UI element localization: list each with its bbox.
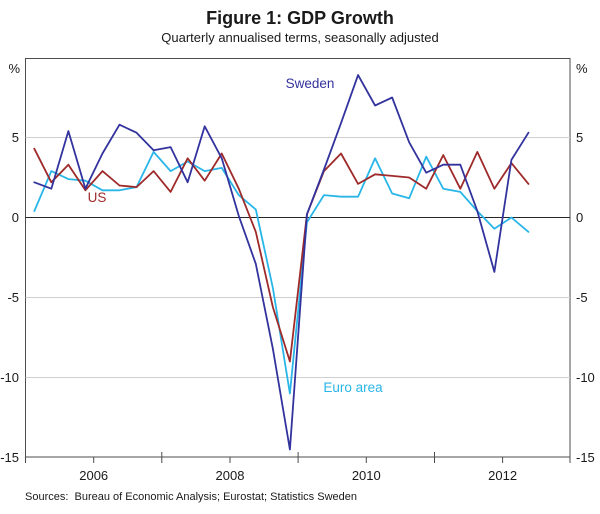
- svg-text:Sweden: Sweden: [286, 76, 335, 91]
- svg-text:5: 5: [12, 130, 19, 145]
- svg-text:2010: 2010: [352, 468, 381, 483]
- svg-text:-5: -5: [7, 290, 19, 305]
- svg-text:US: US: [88, 190, 107, 205]
- svg-text:5: 5: [576, 130, 583, 145]
- svg-text:-15: -15: [0, 450, 19, 465]
- svg-text:%: %: [8, 61, 20, 76]
- svg-text:%: %: [576, 61, 588, 76]
- svg-text:-10: -10: [576, 370, 595, 385]
- svg-text:-15: -15: [576, 450, 595, 465]
- svg-text:2008: 2008: [216, 468, 245, 483]
- svg-text:2012: 2012: [488, 468, 517, 483]
- svg-text:Euro area: Euro area: [323, 380, 383, 395]
- svg-text:2006: 2006: [79, 468, 108, 483]
- svg-text:0: 0: [576, 210, 583, 225]
- svg-text:0: 0: [12, 210, 19, 225]
- svg-text:-10: -10: [0, 370, 19, 385]
- svg-text:-5: -5: [576, 290, 588, 305]
